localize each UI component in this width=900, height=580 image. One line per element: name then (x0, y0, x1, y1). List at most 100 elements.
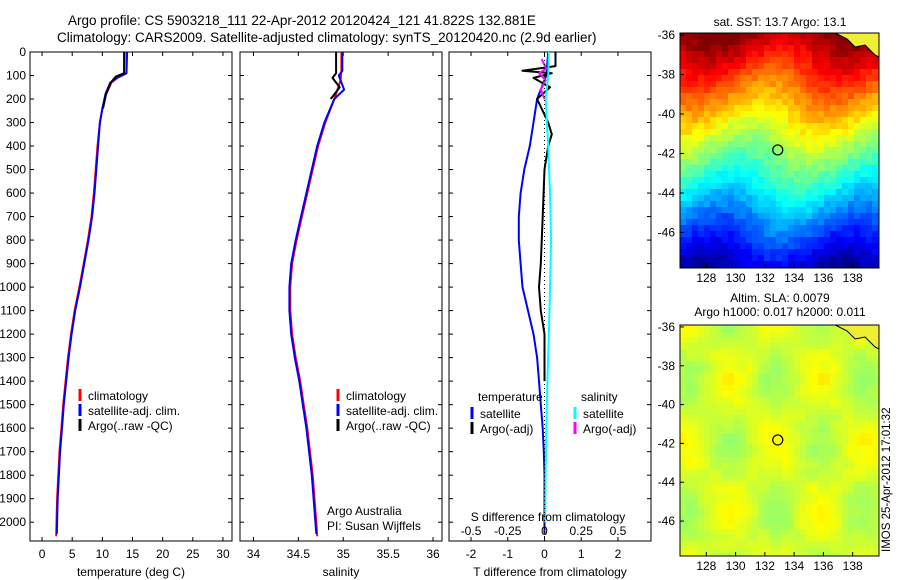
map-x-tick-label: 136 (813, 559, 833, 573)
y-tick-label: 1400 (0, 374, 26, 388)
map-y-tick-label: -40 (658, 398, 676, 412)
x-tick-label: 5 (69, 547, 76, 561)
x-tick-label: 35.5 (376, 547, 400, 561)
x-tick-label: 34 (247, 547, 261, 561)
map-y-tick-label: -44 (658, 186, 676, 200)
x-tick-label: 2 (615, 547, 622, 561)
y-tick-label: 1500 (0, 398, 26, 412)
x-tick-label: 34.5 (287, 547, 311, 561)
sla-map-frame (679, 324, 880, 557)
series-line-s-argo-adj- (538, 58, 548, 100)
series-line-s-satellite (544, 51, 553, 523)
map-y-tick-label: -42 (658, 436, 676, 450)
legend-entry: Argo(-adj) (583, 422, 636, 436)
x-tick-label: 35 (337, 547, 351, 561)
y-tick-label: 700 (6, 210, 26, 224)
map-y-tick-label: -44 (658, 475, 676, 489)
panel-frame-3 (448, 51, 652, 542)
climatology-subtitle: Climatology: CARS2009. Satellite-adjuste… (57, 30, 597, 45)
y-tick-label: 1000 (0, 280, 26, 294)
y-tick-label: 200 (6, 92, 26, 106)
top-tick-label: 0.5 (610, 524, 627, 538)
x-tick-label: 30 (216, 547, 230, 561)
map-x-tick-label: 136 (813, 271, 833, 285)
legend-entry: satellite (480, 407, 521, 421)
y-tick-label: 1800 (0, 468, 26, 482)
x-tick-label: 25 (186, 547, 200, 561)
series-line-argo-raw-qc- (102, 52, 126, 109)
sst-map-frame (679, 32, 880, 269)
x-tick-label: 10 (96, 547, 110, 561)
y-tick-label: 600 (6, 186, 26, 200)
map-x-tick-label: 132 (755, 271, 775, 285)
x-axis-label: salinity (323, 565, 360, 579)
map-x-tick-label: 132 (755, 559, 775, 573)
y-tick-label: 0 (19, 45, 26, 59)
y-tick-label: 1100 (0, 304, 26, 318)
map-y-tick-label: -42 (658, 146, 676, 160)
series-line-climatology (289, 52, 343, 537)
top-tick-label: -0.25 (494, 524, 522, 538)
annotation-line: PI: Susan Wijffels (327, 519, 421, 533)
series-line-climatology (55, 52, 128, 537)
sla-map-subtitle: Argo h1000: 0.017 h2000: 0.011 (694, 305, 866, 319)
series-line-satellite-adj-clim- (288, 52, 346, 534)
sst-map-title: sat. SST: 13.7 Argo: 13.1 (714, 15, 847, 29)
x-axis-label: T difference from climatology (473, 565, 627, 579)
legend-entry: satellite-adj. clim. (88, 404, 180, 418)
argo-position-marker (772, 434, 784, 446)
annotation-line: Argo Australia (327, 504, 402, 518)
y-tick-label: 800 (6, 233, 26, 247)
x-axis-label: temperature (deg C) (77, 565, 185, 579)
map-x-tick-label: 134 (784, 559, 804, 573)
map-y-tick-label: -36 (658, 28, 676, 42)
map-x-tick-label: 134 (784, 271, 804, 285)
map-x-tick-label: 128 (696, 559, 716, 573)
legend-entry: Argo(..raw -QC) (88, 419, 173, 433)
legend-entry: climatology (346, 389, 406, 403)
y-tick-label: 300 (6, 116, 26, 130)
top-tick-label: 0 (541, 524, 548, 538)
y-tick-label: 1900 (0, 492, 26, 506)
sst-map-cells (680, 33, 879, 268)
x-tick-label: 0 (541, 547, 548, 561)
sla-map-cells (680, 325, 879, 556)
y-tick-label: 1600 (0, 421, 26, 435)
legend-entry: Argo(-adj) (480, 422, 533, 436)
map-y-tick-label: -36 (658, 320, 676, 334)
legend-entry: Argo(..raw -QC) (346, 419, 431, 433)
credit-timestamp: IMOS 25-Apr-2012 17:01:32 (881, 408, 893, 552)
panel-frame-1 (29, 51, 233, 542)
top-tick-label: -0.5 (461, 524, 482, 538)
map-y-tick-label: -46 (658, 225, 676, 239)
legend-entry: climatology (88, 389, 148, 403)
y-tick-label: 500 (6, 163, 26, 177)
legend-title: temperature (478, 390, 543, 404)
x-tick-label: -1 (502, 547, 513, 561)
y-tick-label: 1200 (0, 327, 26, 341)
legend-entry: satellite (583, 407, 624, 421)
series-line-t-satellite (517, 51, 550, 534)
y-tick-label: 900 (6, 257, 26, 271)
map-x-tick-label: 138 (843, 271, 863, 285)
top-tick-label: 0.25 (570, 524, 594, 538)
map-x-tick-label: 130 (726, 271, 746, 285)
x-tick-label: -2 (466, 547, 477, 561)
x-tick-label: 36 (426, 547, 440, 561)
x-tick-label: 20 (156, 547, 170, 561)
x-tick-label: 15 (126, 547, 140, 561)
sla-map-title: Altim. SLA: 0.0079 (730, 291, 830, 305)
y-tick-label: 400 (6, 139, 26, 153)
map-x-tick-label: 128 (696, 271, 716, 285)
series-line-satellite-adj-clim- (55, 51, 129, 534)
y-tick-label: 100 (6, 69, 26, 83)
legend-title: salinity (581, 390, 618, 404)
profile-title: Argo profile: CS 5903218_111 22-Apr-2012… (68, 13, 536, 28)
legend-entry: satellite-adj. clim. (346, 404, 438, 418)
y-tick-label: 2000 (0, 515, 26, 529)
series-line-argo-raw-qc- (329, 52, 341, 100)
y-tick-label: 1700 (0, 445, 26, 459)
map-y-tick-label: -38 (658, 359, 676, 373)
map-y-tick-label: -46 (658, 514, 676, 528)
